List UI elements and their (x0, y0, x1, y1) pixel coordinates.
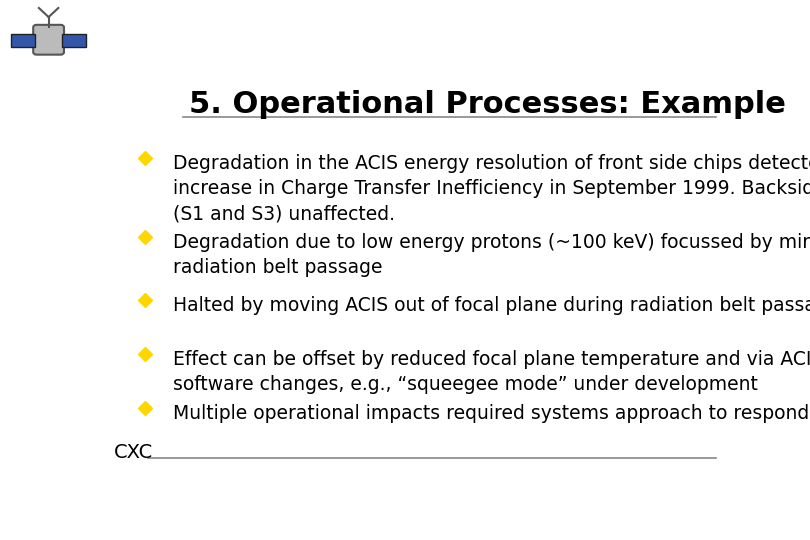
FancyBboxPatch shape (33, 25, 64, 55)
Text: CXC: CXC (113, 443, 153, 462)
Text: Degradation in the ACIS energy resolution of front side chips detected as
increa: Degradation in the ACIS energy resolutio… (173, 154, 810, 223)
Text: Multiple operational impacts required systems approach to respond efficiently: Multiple operational impacts required sy… (173, 404, 810, 423)
Text: Effect can be offset by reduced focal plane temperature and via ACIS flight
soft: Effect can be offset by reduced focal pl… (173, 349, 810, 394)
Bar (62, 34, 86, 47)
Text: Degradation due to low energy protons (~100 keV) focussed by mirror during
radia: Degradation due to low energy protons (~… (173, 233, 810, 277)
Text: 5. Operational Processes: Example: 5. Operational Processes: Example (189, 90, 786, 119)
Bar (11, 34, 35, 47)
Text: Halted by moving ACIS out of focal plane during radiation belt passage: Halted by moving ACIS out of focal plane… (173, 295, 810, 315)
